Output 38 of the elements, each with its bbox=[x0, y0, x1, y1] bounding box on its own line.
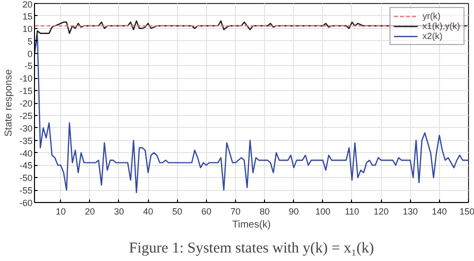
legend-label: x1(k),y(k) bbox=[422, 21, 460, 31]
y-tick-label: -25 bbox=[19, 110, 33, 121]
x-tick-label: 10 bbox=[56, 206, 66, 216]
y-tick-label: -45 bbox=[19, 160, 33, 171]
x-tick-label: 60 bbox=[201, 206, 212, 216]
legend-label: x2(k) bbox=[422, 31, 442, 41]
y-tick-label: -20 bbox=[19, 98, 33, 108]
x-tick-label: 70 bbox=[230, 206, 240, 216]
x-tick-label: 130 bbox=[402, 206, 418, 216]
x-tick-label: 140 bbox=[432, 206, 447, 216]
x-tick-label: 90 bbox=[288, 206, 299, 216]
x-tick-label: 40 bbox=[143, 206, 154, 216]
y-axis-title: State response bbox=[3, 68, 14, 137]
x-tick-label: 100 bbox=[315, 206, 330, 216]
y-tick-label: 10 bbox=[22, 24, 33, 34]
x-tick-label: 80 bbox=[260, 206, 270, 216]
y-tick-label: -5 bbox=[24, 61, 33, 72]
x-tick-label: 150 bbox=[459, 206, 474, 216]
legend-label: yr(k) bbox=[422, 11, 442, 21]
y-tick-label: -30 bbox=[19, 123, 33, 134]
caption: Figure 1: System states with y(k) = x₁(k) bbox=[129, 240, 374, 256]
y-tick-label: 0 bbox=[27, 48, 33, 59]
x-tick-label: 20 bbox=[84, 206, 95, 216]
y-tick-label: 15 bbox=[22, 11, 33, 22]
x-tick-label: 50 bbox=[172, 206, 182, 216]
x-axis-title: Times(k) bbox=[232, 220, 271, 230]
x-tick-label: 30 bbox=[114, 206, 124, 216]
y-tick-label: -50 bbox=[19, 173, 33, 184]
y-tick-label: 5 bbox=[27, 36, 33, 46]
y-tick-label: -10 bbox=[19, 74, 33, 84]
y-tick-label: -55 bbox=[19, 186, 33, 196]
y-tick-label: -35 bbox=[19, 136, 33, 146]
y-tick-label: 20 bbox=[22, 0, 33, 10]
y-tick-label: -15 bbox=[19, 86, 33, 96]
y-tick-label: -40 bbox=[19, 148, 33, 158]
x-tick-label: 120 bbox=[374, 206, 389, 216]
y-tick-label: -60 bbox=[19, 198, 33, 208]
x-tick-label: 110 bbox=[344, 206, 360, 216]
